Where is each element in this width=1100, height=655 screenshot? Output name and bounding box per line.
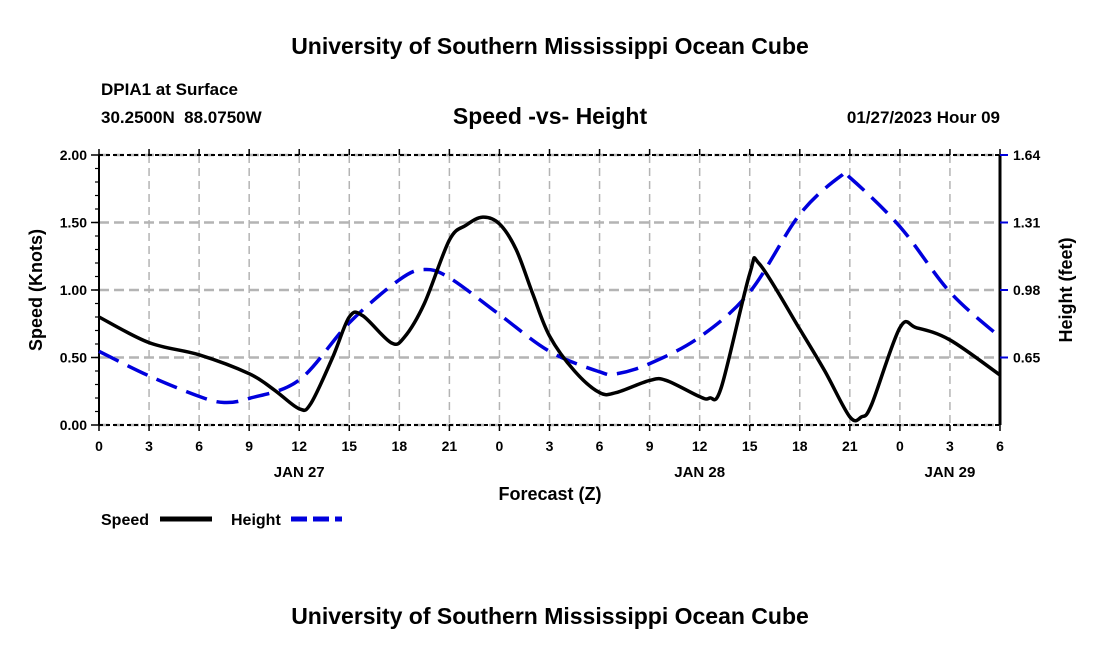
y2-tick-label: 1.31 [1013, 215, 1040, 231]
y-axis-label: Speed (Knots) [26, 229, 46, 351]
x-tick-label: 15 [341, 438, 357, 454]
x-tick-label: 9 [245, 438, 253, 454]
legend-height-label: Height [231, 512, 281, 529]
x-tick-label: 0 [496, 438, 504, 454]
x-tick-label: 3 [546, 438, 554, 454]
x-tick-label: 18 [792, 438, 808, 454]
x-tick-label: 21 [442, 438, 458, 454]
x-axis-label: Forecast (Z) [498, 484, 601, 504]
x-tick-label: 21 [842, 438, 858, 454]
y2-tick-label: 0.98 [1013, 282, 1040, 298]
x-tick-label: 6 [596, 438, 604, 454]
legend-speed-label: Speed [101, 512, 149, 529]
x-tick-label: 0 [95, 438, 103, 454]
station-label: DPIA1 at Surface [101, 80, 238, 99]
y-tick-label: 1.00 [60, 282, 87, 298]
x-tick-label: 0 [896, 438, 904, 454]
y-tick-label: 0.50 [60, 350, 87, 366]
x-tick-label: 6 [996, 438, 1004, 454]
x-tick-label: 18 [392, 438, 408, 454]
footer-title: University of Southern Mississippi Ocean… [291, 603, 809, 629]
y2-tick-label: 1.64 [1013, 147, 1040, 163]
x-tick-label: 3 [946, 438, 954, 454]
x-tick-label: 6 [195, 438, 203, 454]
grid [99, 155, 1000, 425]
page-title: University of Southern Mississippi Ocean… [291, 33, 809, 59]
x-tick-label: 12 [291, 438, 307, 454]
chart-title: Speed -vs- Height [453, 103, 648, 129]
date-label: JAN 28 [674, 464, 725, 481]
date-label: JAN 29 [925, 464, 976, 481]
y-tick-label: 2.00 [60, 147, 87, 163]
y-tick-label: 1.50 [60, 215, 87, 231]
y2-tick-label: 0.65 [1013, 350, 1040, 366]
x-tick-label: 15 [742, 438, 758, 454]
y-tick-label: 0.00 [60, 417, 87, 433]
y2-axis-label: Height (feet) [1056, 238, 1076, 343]
x-tick-label: 9 [646, 438, 654, 454]
x-tick-label: 12 [692, 438, 708, 454]
datetime-label: 01/27/2023 Hour 09 [847, 108, 1000, 127]
date-label: JAN 27 [274, 464, 325, 481]
x-tick-label: 3 [145, 438, 153, 454]
legend: Speed Height [101, 512, 342, 529]
location-label: 30.2500N 88.0750W [101, 108, 263, 127]
